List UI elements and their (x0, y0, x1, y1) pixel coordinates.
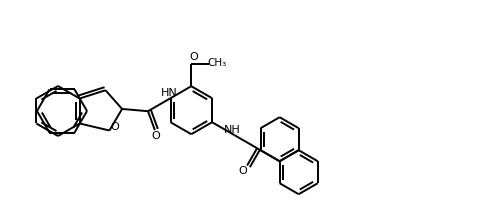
Text: HN: HN (161, 88, 178, 98)
Text: O: O (152, 131, 160, 141)
Text: O: O (238, 166, 248, 176)
Text: CH₃: CH₃ (208, 58, 227, 68)
Text: NH: NH (224, 125, 241, 135)
Text: O: O (110, 123, 119, 133)
Text: O: O (189, 52, 198, 62)
